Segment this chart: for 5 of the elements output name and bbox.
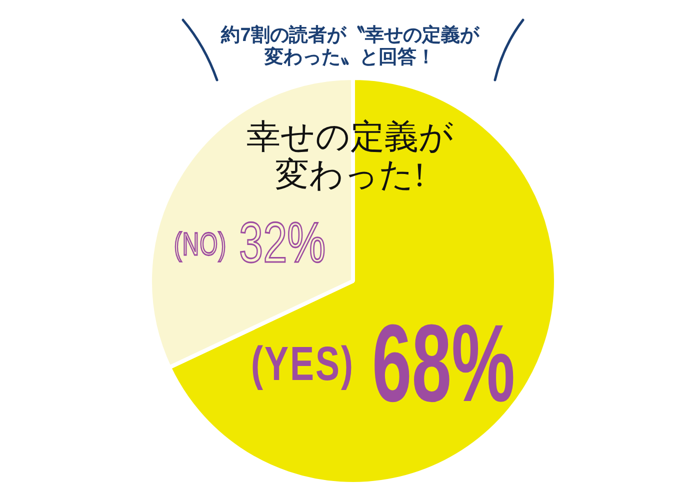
slice-label: (NO)	[174, 226, 227, 262]
data-label: 32%	[239, 210, 326, 275]
data-label: 68%	[372, 302, 515, 425]
slice-label: (YES)	[251, 338, 355, 392]
chart-title: 約7割の読者が〝幸せの定義が変わった〟と回答！	[220, 25, 481, 69]
